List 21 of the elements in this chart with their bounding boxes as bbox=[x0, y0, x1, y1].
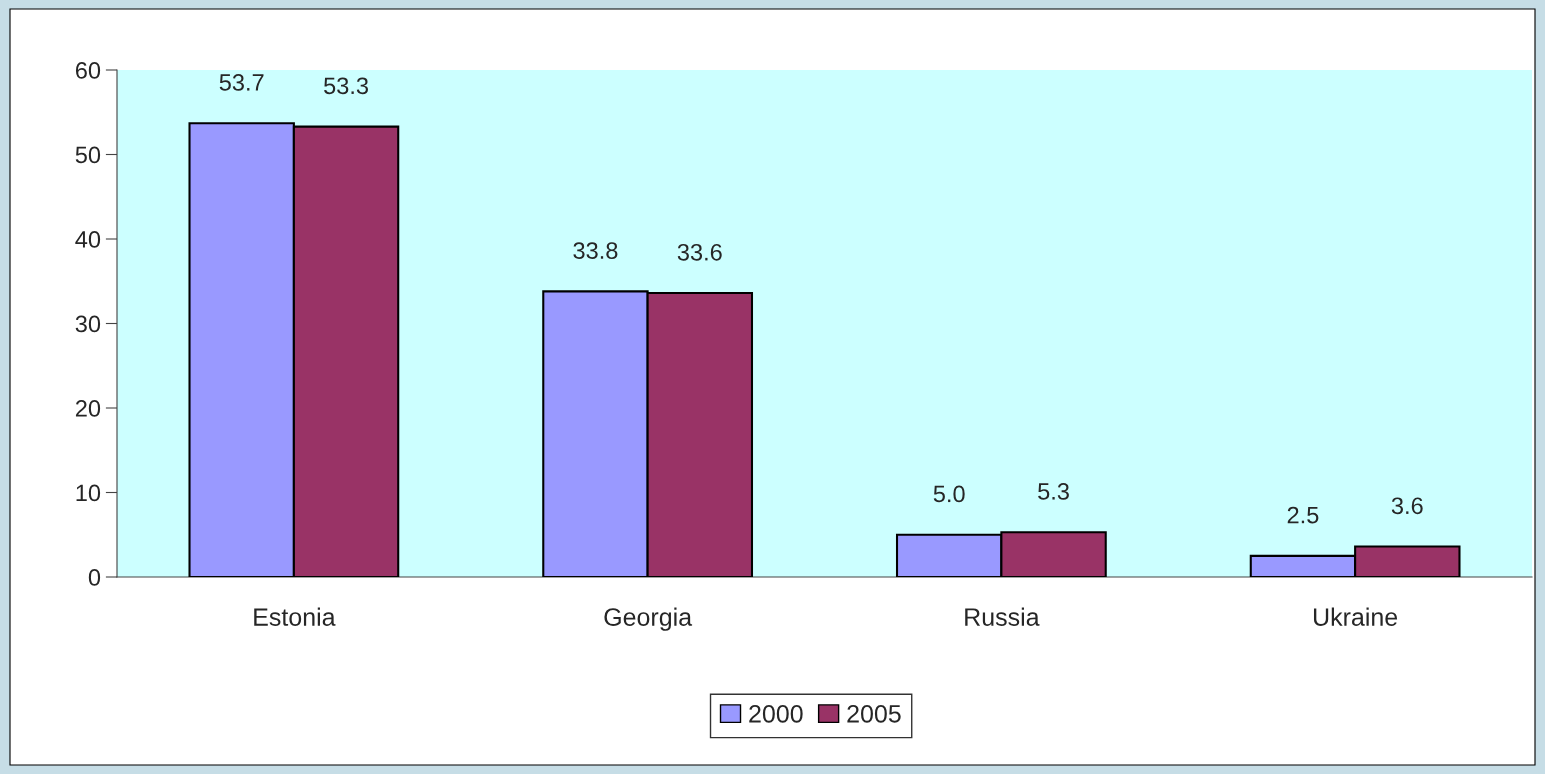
data-label: 3.6 bbox=[1391, 497, 1423, 515]
data-label: 33.6 bbox=[677, 243, 722, 261]
legend-label: 2005 bbox=[847, 704, 901, 723]
x-tick-label: Estonia bbox=[254, 607, 336, 626]
y-tick-label: 20 bbox=[75, 400, 101, 417]
x-tick-label: Russia bbox=[965, 607, 1040, 626]
data-label: 2.5 bbox=[1287, 506, 1319, 524]
y-tick-label: 40 bbox=[75, 231, 101, 248]
data-label: 53.7 bbox=[219, 74, 264, 91]
data-label: 5.0 bbox=[933, 485, 965, 503]
y-tick-label: 0 bbox=[88, 569, 101, 586]
y-tick-label: 30 bbox=[75, 315, 101, 333]
data-label: 33.8 bbox=[573, 242, 618, 259]
legend-label: 2000 bbox=[749, 704, 803, 723]
y-tick-label: 10 bbox=[76, 484, 101, 502]
data-label: 53.3 bbox=[324, 77, 368, 95]
x-tick-label: Ukraine bbox=[1313, 607, 1398, 626]
y-tick-label: 60 bbox=[75, 62, 101, 79]
data-label: 5.3 bbox=[1038, 483, 1069, 500]
y-tick-label: 50 bbox=[75, 146, 101, 164]
x-tick-label: Georgia bbox=[604, 607, 693, 631]
